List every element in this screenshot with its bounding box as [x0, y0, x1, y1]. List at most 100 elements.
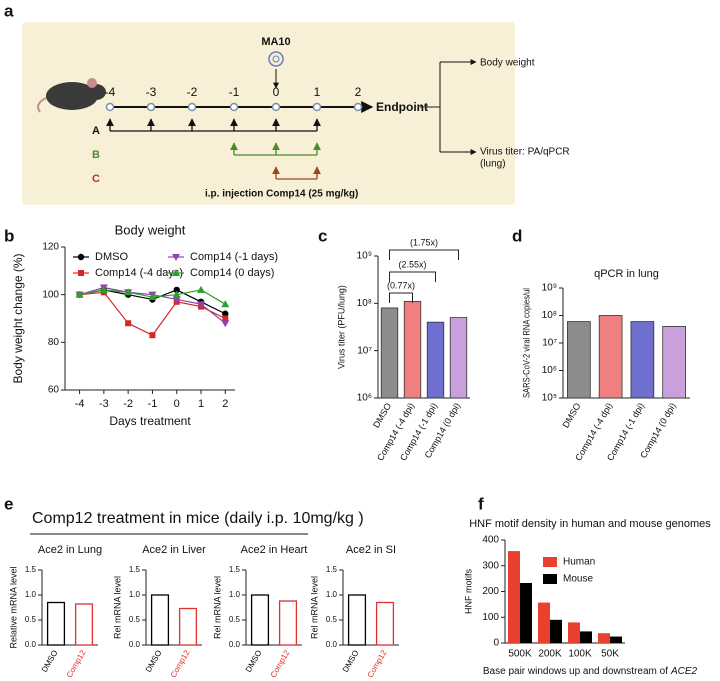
y-tick-label: 0 [493, 638, 499, 649]
x-tick-label: -4 [75, 398, 85, 410]
axis [342, 570, 399, 646]
panel-letter: d [512, 226, 522, 245]
timeline-point [353, 102, 363, 112]
virus-icon [268, 51, 284, 67]
bar [630, 321, 655, 399]
x-tick-label: 500K [508, 649, 532, 660]
outcome-label: (lung) [480, 159, 506, 170]
y-tick-label: 400 [482, 535, 499, 546]
legend-label: Comp14 (-1 days) [190, 251, 278, 263]
x-tick-label: -2 [123, 398, 133, 410]
y-tick-label: 80 [48, 337, 60, 348]
bar [375, 601, 395, 646]
point [173, 286, 180, 294]
x-tick-label: 50K [601, 649, 619, 660]
y-axis-label: Body weight change (%) [11, 253, 25, 383]
y-tick-label: 200 [482, 586, 499, 597]
bar [150, 594, 170, 646]
y-tick-label: 0.5 [25, 615, 37, 624]
panel-e-title: Comp12 treatment in mice (daily i.p. 10m… [32, 510, 364, 527]
chart-title: Ace2 in Heart [241, 544, 308, 556]
y-tick-label: 1.0 [326, 590, 338, 599]
bar [250, 594, 270, 646]
outcome-label: Virus titer: PA/qPCR [480, 147, 570, 158]
y-tick-label: 0.0 [25, 640, 37, 649]
bar [403, 300, 422, 399]
x-tick-label: 2 [222, 398, 228, 410]
axis [245, 570, 302, 646]
bar [178, 607, 198, 646]
x-tick-label: 0 [174, 398, 180, 410]
legend-swatch [543, 557, 557, 567]
timeline-label: 2 [355, 85, 362, 99]
y-tick-label: 1.5 [25, 565, 37, 574]
injection-label: i.p. injection Comp14 (25 mg/kg) [205, 189, 358, 200]
timeline-point [271, 102, 281, 112]
x-tick-label: Comp12 [366, 648, 389, 679]
y-tick-label: 10⁸ [542, 310, 557, 321]
point [221, 320, 230, 328]
group-label: C [92, 173, 100, 185]
bar [598, 633, 610, 643]
x-axis-label: Base pair windows up and downstream of AC… [483, 666, 698, 677]
x-axis-label-text: Base pair windows up and downstream of [483, 666, 668, 677]
bar [568, 622, 580, 643]
chart-title: Ace2 in Lung [38, 544, 102, 556]
y-axis-label: Relative mRNA level [8, 566, 18, 648]
x-tick-label: 200K [538, 649, 562, 660]
point [172, 269, 180, 276]
bar [598, 315, 623, 399]
chart-title: qPCR in lung [594, 268, 659, 280]
y-tick-label: 100 [482, 612, 499, 623]
y-tick-label: 10⁵ [542, 393, 557, 404]
legend-label: Human [563, 557, 595, 568]
y-tick-label: 300 [482, 560, 499, 571]
mouse-icon [37, 78, 106, 113]
group-label: A [92, 125, 100, 137]
timeline-label: -3 [146, 85, 157, 99]
y-tick-label: 0.0 [229, 640, 241, 649]
point [148, 293, 157, 301]
comparison-bracket [389, 271, 436, 282]
panel-letter: c [318, 226, 327, 245]
bar [74, 603, 94, 646]
bar [538, 602, 550, 643]
y-tick-label: 100 [42, 289, 59, 300]
panel-letter: a [4, 1, 14, 20]
bar [347, 594, 367, 646]
y-tick-label: 10⁶ [542, 365, 557, 376]
bar [567, 321, 591, 399]
point [124, 288, 133, 296]
y-tick-label: 10⁹ [357, 251, 372, 262]
bar [662, 326, 686, 399]
x-tick-label: Comp12 [65, 648, 88, 679]
x-tick-label: DMSO [371, 401, 393, 429]
axis [145, 570, 202, 646]
y-tick-label: 1.0 [229, 590, 241, 599]
chart-title: Ace2 in SI [346, 544, 396, 556]
axis [41, 570, 98, 646]
y-tick-label: 0.5 [129, 615, 141, 624]
bar [520, 583, 532, 643]
x-tick-label: Comp12 [169, 648, 192, 679]
trigger-label: MA10 [261, 36, 290, 48]
x-tick-label: Comp14 (0 dpi) [638, 401, 678, 460]
point [77, 253, 85, 261]
y-axis-label: Rel mRNA level [212, 576, 222, 639]
x-tick-label: DMSO [561, 401, 583, 429]
panel-letter: e [4, 494, 13, 513]
y-tick-label: 1.5 [129, 565, 141, 574]
bar [278, 600, 298, 646]
x-tick-label: DMSO [341, 649, 361, 674]
legend-swatch [543, 574, 557, 584]
y-tick-label: 10⁶ [357, 393, 372, 404]
y-axis-label: Rel mRNA level [309, 576, 319, 639]
timeline-point [187, 102, 197, 112]
y-axis-label: SARS-CoV-2 viral RNA copies/ul [521, 288, 531, 398]
x-tick-label: -3 [99, 398, 109, 410]
y-tick-label: 10⁷ [542, 338, 557, 349]
timeline-point [229, 102, 239, 112]
point [197, 301, 205, 309]
chart-title: Body weight [115, 222, 186, 237]
point [75, 290, 84, 298]
